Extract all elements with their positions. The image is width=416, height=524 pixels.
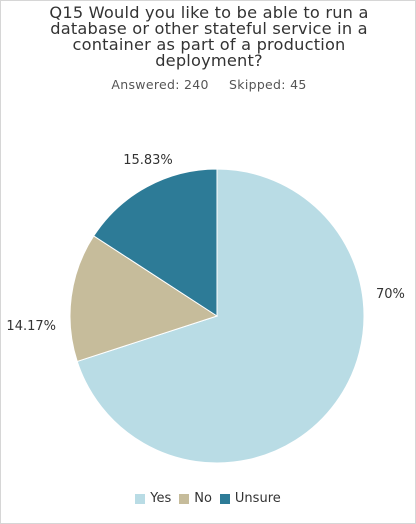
pie-slices: [69, 168, 365, 464]
legend-label-unsure: Unsure: [234, 491, 281, 506]
chart-title: Q15 Would you like to be able to run a d…: [49, 3, 369, 70]
legend-swatch-unsure: [219, 493, 230, 504]
response-counts: Answered: 240 Skipped: 45: [1, 77, 416, 92]
legend-item-no: No: [179, 491, 212, 506]
legend-label-no: No: [194, 491, 212, 506]
slice-label-unsure: 15.83%: [123, 153, 173, 168]
legend-item-yes: Yes: [135, 491, 171, 506]
slice-label-yes: 70%: [376, 287, 405, 302]
answered-count: Answered: 240: [111, 77, 209, 92]
skipped-count: Skipped: 45: [229, 77, 307, 92]
chart-legend: Yes No Unsure: [0, 491, 416, 506]
pie-slice-yes: [76, 168, 365, 464]
legend-swatch-no: [179, 493, 190, 504]
pie-slice-no: [69, 235, 219, 363]
legend-item-unsure: Unsure: [219, 491, 281, 506]
pie-slice-unsure: [93, 168, 218, 317]
legend-label-yes: Yes: [150, 491, 172, 506]
legend-swatch-yes: [135, 493, 146, 504]
pie-slice-labels: 70% 14.17% 15.83%: [6, 153, 404, 334]
slice-label-no: 14.17%: [6, 319, 56, 334]
